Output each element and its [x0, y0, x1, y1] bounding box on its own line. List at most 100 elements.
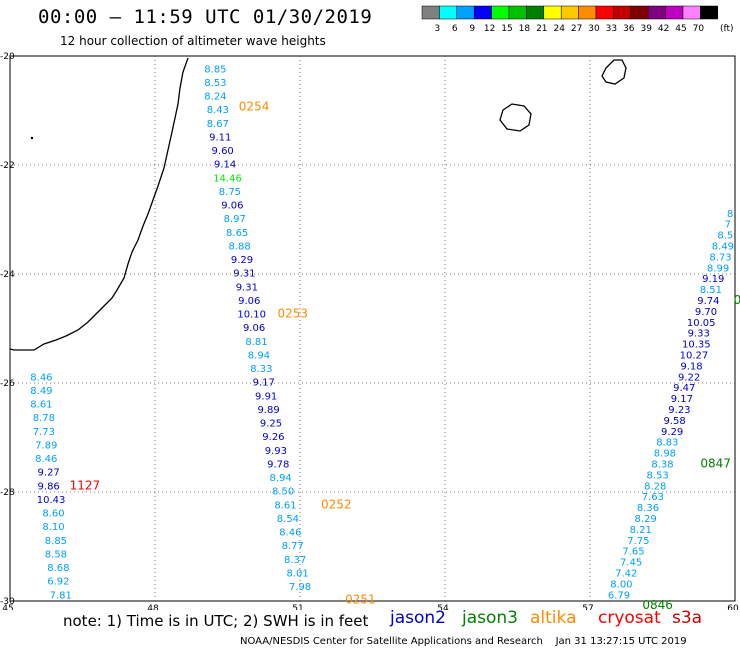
wave-height-value: 8.75 [219, 187, 241, 198]
wave-height-value: 6.79 [608, 590, 630, 601]
y-tick-label: -20 [0, 52, 15, 62]
scale-tick-label: 33 [606, 24, 617, 34]
wave-height-value: 8.36 [637, 503, 659, 514]
wave-height-value: 8 [727, 209, 733, 220]
x-tick-label: 54 [437, 604, 449, 610]
wave-height-value: 8.21 [630, 525, 652, 536]
legend-cryosat: cryosat [598, 608, 661, 628]
wave-height-value: 8.67 [207, 119, 229, 130]
wave-height-value: 8.65 [226, 228, 248, 239]
wave-height-value: 8.88 [228, 241, 250, 252]
wave-height-value: 8.33 [250, 364, 272, 375]
wave-height-value: 9.31 [233, 269, 255, 280]
wave-height-value: 8.28 [644, 481, 666, 492]
scale-tick-label: 18 [519, 24, 531, 34]
madagascar-coastline [9, 57, 189, 351]
wave-height-value: 9.06 [238, 296, 260, 307]
wave-height-value: 9.18 [680, 361, 702, 372]
scale-bin [700, 5, 719, 20]
x-tick-label: 48 [147, 604, 159, 610]
wave-height-map: 45 48 51 54 57 60-20-22-24-26-28-30 8.858.538… [0, 52, 740, 610]
wave-height-value: 9.11 [209, 132, 231, 143]
wave-height-value: 9.86 [38, 481, 60, 492]
wave-height-value: 8.49 [712, 241, 734, 252]
wave-height-value: 8.68 [47, 563, 69, 574]
axis-tick-labels: 45 48 51 54 57 60 -20 -22 -24 -26 -28 -30 [0, 52, 739, 610]
wave-height-value: 7.42 [615, 568, 637, 579]
wave-height-value: 9.89 [257, 405, 279, 416]
wave-height-value: 9.14 [214, 160, 236, 171]
x-tick-label: 51 [292, 604, 303, 610]
scale-tick-label: 27 [571, 24, 582, 34]
mauritius-island [601, 59, 627, 85]
pass-time-label: 1127 [70, 478, 101, 492]
wave-height-value: 8.37 [284, 555, 306, 566]
scale-unit: (ft) [720, 24, 734, 34]
wave-height-value: 9.70 [695, 307, 717, 318]
wave-height-value: 9.60 [212, 146, 234, 157]
wave-height-value: 8.01 [286, 568, 308, 579]
wave-height-value: 9.74 [697, 296, 719, 307]
wave-height-value: 8.43 [207, 105, 229, 116]
wave-height-value: 8.85 [204, 64, 226, 75]
wave-height-value: 9.25 [260, 419, 282, 430]
pass-time-label: 0846 [642, 598, 673, 610]
wave-height-value: 10.27 [680, 350, 709, 361]
scale-tick-label: 39 [640, 24, 652, 34]
wave-height-value: 8.94 [248, 350, 270, 361]
wave-height-value: 9.17 [253, 378, 275, 389]
wave-height-value: 9.58 [663, 416, 685, 427]
wave-height-value: 9.26 [262, 432, 284, 443]
wave-height-value: 8.10 [42, 522, 64, 533]
wave-height-value: 8.53 [647, 470, 669, 481]
pass-time-label: 0254 [239, 100, 270, 114]
wave-height-value: 9.31 [236, 282, 258, 293]
scale-tick-label: 30 [588, 24, 600, 34]
wave-height-value: 10.10 [237, 310, 266, 321]
footer: NOAA/NESDIS Center for Satellite Applica… [240, 636, 687, 647]
wave-height-value: 8.97 [224, 214, 246, 225]
coastline [9, 57, 627, 351]
wave-height-value: 9.27 [38, 468, 60, 479]
wave-height-value: 9.33 [688, 329, 710, 340]
wave-height-value: 8.51 [700, 285, 722, 296]
wave-height-value: 7.63 [642, 492, 664, 503]
y-tick-label: -28 [0, 488, 15, 498]
wave-height-value: 8.50 [272, 487, 294, 498]
x-tick-label: 60 [727, 604, 739, 610]
y-tick-label: -26 [0, 379, 15, 389]
wave-height-value: 9.91 [255, 391, 277, 402]
scale-tick-label: 36 [623, 24, 635, 34]
wave-height-value: 7.45 [620, 558, 642, 569]
credit-text: NOAA/NESDIS Center for Satellite Applica… [240, 636, 543, 647]
wave-height-value: 8.46 [35, 454, 57, 465]
legend-s3a: s3a [672, 608, 703, 628]
scale-tick-label: 9 [469, 24, 475, 34]
legend-note: note: 1) Time is in UTC; 2) SWH is in fe… [63, 612, 369, 630]
scale-tick-label: 24 [553, 24, 565, 34]
timestamp-text: Jan 31 13:27:15 UTC 2019 [555, 636, 687, 647]
wave-height-value: 8.99 [707, 263, 729, 274]
scale-tick-label: 15 [501, 24, 512, 34]
scale-tick-label: 12 [484, 24, 495, 34]
wave-height-value: 9.93 [265, 446, 287, 457]
wave-height-value: 8.38 [651, 459, 673, 470]
x-tick-label: 57 [582, 604, 593, 610]
pass-time-label: 0847 [700, 456, 731, 470]
scale-tick-label: 45 [675, 24, 686, 34]
y-tick-label: -24 [0, 270, 15, 280]
wave-height-value: 8.29 [634, 514, 656, 525]
wave-height-value: 7 [725, 220, 731, 231]
map-title: 00:00 — 11:59 UTC 01/30/2019 [38, 6, 373, 28]
scale-tick-label: 6 [452, 24, 458, 34]
wave-height-value: 7.65 [622, 547, 644, 558]
wave-height-value: 9.23 [668, 405, 690, 416]
wave-height-value: 8.24 [204, 92, 226, 103]
wave-height-value: 8.73 [709, 252, 731, 263]
wave-height-value: 9.19 [702, 274, 724, 285]
wave-height-value: 8.98 [654, 449, 676, 460]
wave-height-value: 8.78 [33, 413, 55, 424]
wave-height-value: 7.73 [33, 427, 55, 438]
wave-height-value: 8.61 [30, 400, 52, 411]
scale-tick-label: 42 [658, 24, 669, 34]
